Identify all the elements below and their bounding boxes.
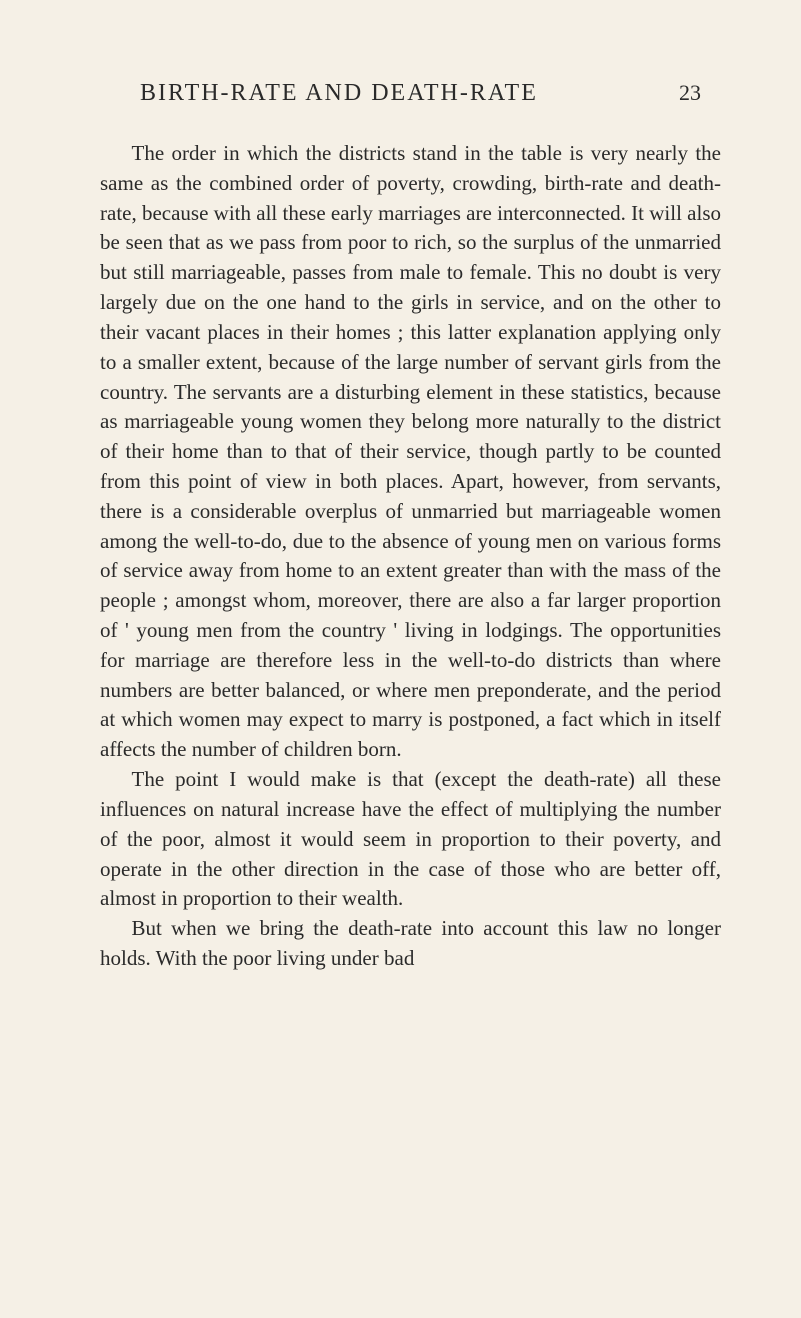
- paragraph-1: The order in which the districts stand i…: [100, 139, 721, 765]
- page-container: BIRTH-RATE AND DEATH-RATE 23 The order i…: [100, 80, 721, 1258]
- header-title: BIRTH-RATE AND DEATH-RATE: [140, 80, 538, 107]
- paragraph-3: But when we bring the death-rate into ac…: [100, 914, 721, 974]
- page-number: 23: [679, 80, 701, 106]
- paragraph-2: The point I would make is that (except t…: [100, 765, 721, 914]
- body-text-container: The order in which the districts stand i…: [100, 139, 721, 974]
- page-header: BIRTH-RATE AND DEATH-RATE 23: [100, 80, 721, 107]
